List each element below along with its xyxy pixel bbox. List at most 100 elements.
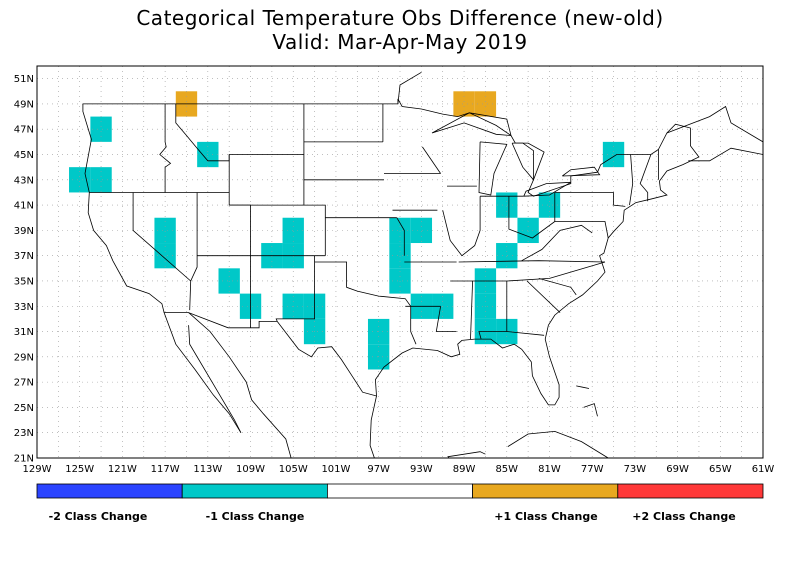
bahamas-2 [583,403,598,417]
lat-tick-label: 33N [14,302,34,313]
lat-tick-label: 41N [14,201,34,212]
lon-tick-label: 61W [752,464,775,475]
lat-tick-label: 35N [14,276,34,287]
grid-cell [517,217,539,244]
lat-tick-label: 27N [14,378,34,389]
boundaries [82,71,764,459]
lon-tick-label: 81W [538,464,561,475]
legend-swatch [472,483,619,499]
yucatan [447,451,486,459]
grid-cell [389,217,411,244]
state-border-nm-tx [275,255,315,322]
legend-swatch [326,483,473,499]
grid-cell [410,217,433,244]
lon-tick-label: 125W [65,464,94,475]
state-border-ny-pa [554,192,626,207]
lon-tick-label: 85W [495,464,518,475]
state-border-ks-mo [396,217,405,256]
state-border-ga-sc [526,280,561,313]
lat-tick-label: 39N [14,226,34,237]
lat-tick-label: 23N [14,428,34,439]
grid-cell [602,141,625,168]
lon-tick-label: 129W [23,464,52,475]
lon-tick-label: 109W [236,464,265,475]
legend-label: -1 Class Change [206,510,305,523]
grid-cell [90,167,112,193]
nova-scotia [688,147,764,162]
lon-tick-label: 65W [709,464,732,475]
lake-superior [431,112,512,136]
grid-cell [496,192,518,218]
lat-tick-label: 29N [14,352,34,363]
legend-swatch [617,483,764,499]
state-border-wi-mn [422,146,441,174]
map-frame [36,65,764,459]
lon-tick-label: 97W [367,464,390,475]
legend: -2 Class Change -1 Class Change +1 Class C… [36,483,764,523]
lon-tick-label: 93W [410,464,433,475]
legend-swatch [181,483,328,499]
legend-label: +1 Class Change [494,510,597,523]
lat-tick-label: 37N [14,251,34,262]
state-border-ms-al [470,280,473,340]
lat-tick-label: 21N [14,454,34,465]
grid-cell [453,91,475,117]
chart-subtitle: Valid: Mar-Apr-May 2019 [272,30,528,54]
state-border-mt [175,103,304,162]
lat-tick-label: 31N [14,327,34,338]
lon-tick-label: 105W [279,464,308,475]
state-border-id-or [159,103,172,193]
lat-tick-label: 25N [14,403,34,414]
grid-cell [474,91,497,117]
legend-label: -2 Class Change [49,510,148,523]
state-border-tx-ok [314,261,417,345]
cuba [507,430,609,459]
lon-tick-label: 73W [624,464,647,475]
grid-cell [154,243,176,269]
state-border-ny-ne [629,154,634,206]
state-border-nv-az [189,192,198,311]
state-border-nc-sc [538,278,577,296]
lake-ontario [562,166,601,177]
state-border-oh [508,192,556,239]
lat-tick-label: 49N [14,99,34,110]
grid-cell [282,217,304,244]
baja-east [188,325,242,433]
lon-tick-label: 69W [666,464,689,475]
baja-west [163,312,242,433]
lat-tick-label: 51N [14,74,34,85]
lon-tick-label: 77W [581,464,604,475]
state-border-la-ms [435,306,457,332]
state-border-ga-fl [506,331,545,336]
grid-cell [154,217,176,244]
lon-tick-label: 101W [321,464,350,475]
lat-tick-label: 45N [14,150,34,161]
state-border-tn-nc [450,261,606,282]
lat-lon-grid [37,66,763,458]
lat-tick-label: 47N [14,125,34,136]
mexico-gulf-coast [369,395,377,459]
latitude-labels: 51N 49N 47N 45N 43N 41N 39N 37N 35N 33N 31N 29N 27N 2… [14,74,34,464]
grid-cell [218,268,240,294]
legend-label: +2 Class Change [632,510,735,523]
canada-border [397,71,422,104]
state-border-ky-tn [458,260,606,263]
canada-coast [666,105,764,143]
lake-michigan [478,141,508,196]
grid-cell [389,268,411,294]
lon-tick-label: 121W [108,464,137,475]
state-border-pa-md [554,221,609,239]
lake-erie [523,181,572,197]
lon-tick-label: 117W [151,464,180,475]
lon-tick-label: 113W [193,464,222,475]
chart-title: Categorical Temperature Obs Difference (… [136,6,664,30]
longitude-labels: 129W 125W 121W 117W 113W 109W 105W 101W 97W 93W 89… [23,464,775,475]
legend-swatch [36,483,183,499]
lat-tick-label: 43N [14,175,34,186]
grid-cell [496,243,518,269]
state-border-va-wv [521,224,593,262]
lon-tick-label: 89W [453,464,476,475]
state-border-104w [303,103,326,256]
state-border-il-in [442,196,481,257]
